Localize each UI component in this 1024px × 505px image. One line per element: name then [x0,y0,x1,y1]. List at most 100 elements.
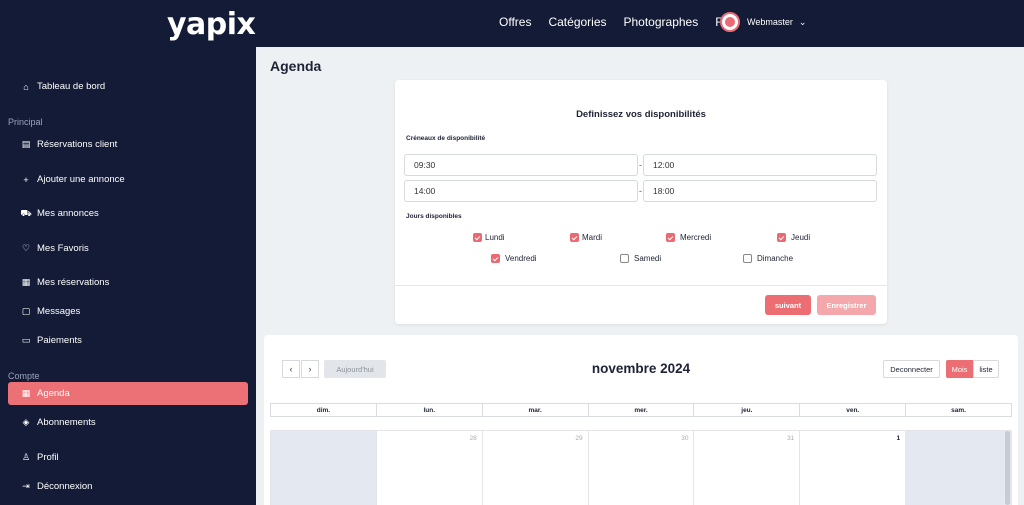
sidebar-item-label: Tableau de bord [37,81,106,92]
user-name[interactable]: Webmaster [747,17,793,27]
calendar-day-cell[interactable]: 31 [693,430,800,505]
sidebar-item-payments[interactable]: ▭ Paiements [8,329,248,352]
sidebar-item-agenda[interactable]: ▦ Agenda [8,382,248,405]
weekday-label: lun. [375,404,482,416]
logo[interactable]: yapix [167,7,256,42]
calendar-day-cell[interactable]: 1 [799,430,906,505]
calendar-day-cell[interactable]: 30 [587,430,694,505]
sidebar-item-label: Profil [37,452,59,463]
page-title: Agenda [270,58,322,74]
chevron-down-icon[interactable]: ⌄ [798,16,807,27]
weekday-label: ven. [799,404,905,416]
message-icon: ▢ [21,306,31,316]
slot-separator: - [639,186,642,196]
sidebar: ⌂ Tableau de bord Principal ▤ Réservatio… [0,47,256,505]
main-nav: Offres Catégories Photographes FAQ [499,15,756,29]
calendar: ‹ › Aujourd'hui novembre 2024 Deconnecte… [264,335,1018,505]
sidebar-item-label: Ajouter une annonce [37,174,125,185]
calendar-day-cell[interactable] [270,430,376,505]
slot-2-start-input[interactable]: 14:00 [404,180,638,202]
calendar-scrollbar[interactable] [1005,431,1010,505]
slot-1-start-input[interactable]: 09:30 [404,154,638,176]
days-label: Jours disponibles [406,213,462,220]
sidebar-item-profile[interactable]: ♙ Profil [8,446,248,469]
sidebar-item-label: Mes réservations [37,277,110,288]
disconnect-button[interactable]: Deconnecter [883,360,940,378]
divider [395,285,887,286]
sidebar-item-label: Réservations client [37,139,118,150]
sidebar-item-my-reservations[interactable]: ▦ Mes réservations [8,271,248,294]
save-button[interactable]: Enregistrer [817,295,876,315]
calendar-icon: ▦ [21,277,31,287]
checkbox-unchecked[interactable] [743,254,752,263]
day-checkbox-mercredi[interactable]: Mercredi [666,233,711,242]
weekday-label: mer. [587,404,694,416]
day-checkbox-mardi[interactable]: Mardi [570,233,602,242]
calendar-weekday-header: dim. lun. mar. mer. jeu. ven. sam. [270,403,1013,417]
nav-photographes[interactable]: Photographes [623,15,699,29]
sidebar-item-label: Messages [37,306,81,317]
calendar-day-cell[interactable]: 28 [375,430,482,505]
calendar-week-row: 28 29 30 31 1 [270,430,1013,505]
chevron-right-icon: › [308,364,312,374]
nav-offres[interactable]: Offres [499,15,532,29]
sidebar-item-client-reservations[interactable]: ▤ Réservations client [8,133,248,156]
sidebar-item-label: Paiements [37,335,82,346]
cart-icon: ⛟ [20,207,32,218]
card-icon: ▭ [21,335,31,345]
day-checkbox-lundi[interactable]: Lundi [473,233,505,242]
slot-1-end-input[interactable]: 12:00 [643,154,877,176]
sidebar-item-label: Agenda [37,388,70,399]
weekday-label: jeu. [693,404,799,416]
sidebar-item-messages[interactable]: ▢ Messages [8,300,248,323]
checkbox-checked[interactable] [473,233,482,242]
slot-2-end-input[interactable]: 18:00 [643,180,877,202]
day-checkbox-jeudi[interactable]: Jeudi [777,233,810,242]
nav-categories[interactable]: Catégories [548,15,607,29]
weekday-label: dim. [270,404,376,416]
prev-month-button[interactable]: ‹ [282,360,300,378]
availability-title: Definissez vos disponibilités [576,109,706,120]
checkbox-checked[interactable] [666,233,675,242]
view-list-button[interactable]: liste [973,360,999,378]
calendar-day-cell[interactable]: 29 [481,430,588,505]
sidebar-item-label: Déconnexion [37,481,93,492]
calendar-day-cell[interactable] [905,430,1013,505]
calendar-icon: ▦ [21,388,31,398]
slot-separator: - [639,160,642,170]
view-month-button[interactable]: Mois [946,360,973,378]
box-icon: ◈ [22,417,30,427]
sidebar-item-favorites[interactable]: ♡ Mes Favoris [8,237,248,260]
sidebar-item-subscriptions[interactable]: ◈ Abonnements [8,411,248,434]
checkbox-checked[interactable] [570,233,579,242]
sidebar-item-label: Mes Favoris [37,243,89,254]
plus-icon: + [23,174,29,185]
sidebar-item-add-listing[interactable]: + Ajouter une annonce [8,168,248,191]
checkbox-checked[interactable] [777,233,786,242]
weekday-label: sam. [905,404,1013,416]
user-icon: ♙ [21,452,31,462]
sidebar-item-label: Mes annonces [37,208,99,219]
heart-icon: ♡ [21,243,31,253]
day-checkbox-samedi[interactable]: Samedi [620,254,661,263]
sidebar-item-logout[interactable]: ⇥ Déconnexion [8,475,248,498]
weekday-label: mar. [481,404,588,416]
checkbox-checked[interactable] [491,254,500,263]
slots-label: Créneaux de disponibilité [406,135,486,142]
sidebar-item-label: Abonnements [37,417,96,428]
today-button[interactable]: Aujourd'hui [324,360,386,378]
day-checkbox-dimanche[interactable]: Dimanche [743,254,793,263]
logout-icon: ⇥ [22,481,30,491]
home-icon: ⌂ [23,81,29,92]
sidebar-item-dashboard[interactable]: ⌂ Tableau de bord [8,75,248,98]
user-menu[interactable]: Webmaster ⌄ [720,12,806,32]
checkbox-unchecked[interactable] [620,254,629,263]
top-navbar: yapix Offres Catégories Photographes FAQ… [0,0,1024,47]
sidebar-item-my-listings[interactable]: ⛟ Mes annonces [8,202,248,225]
avatar[interactable] [720,12,740,32]
sidebar-section-compte: Compte [8,371,40,381]
next-button[interactable]: suivant [765,295,811,315]
next-month-button[interactable]: › [301,360,319,378]
chevron-left-icon: ‹ [289,364,293,374]
day-checkbox-vendredi[interactable]: Vendredi [491,254,537,263]
